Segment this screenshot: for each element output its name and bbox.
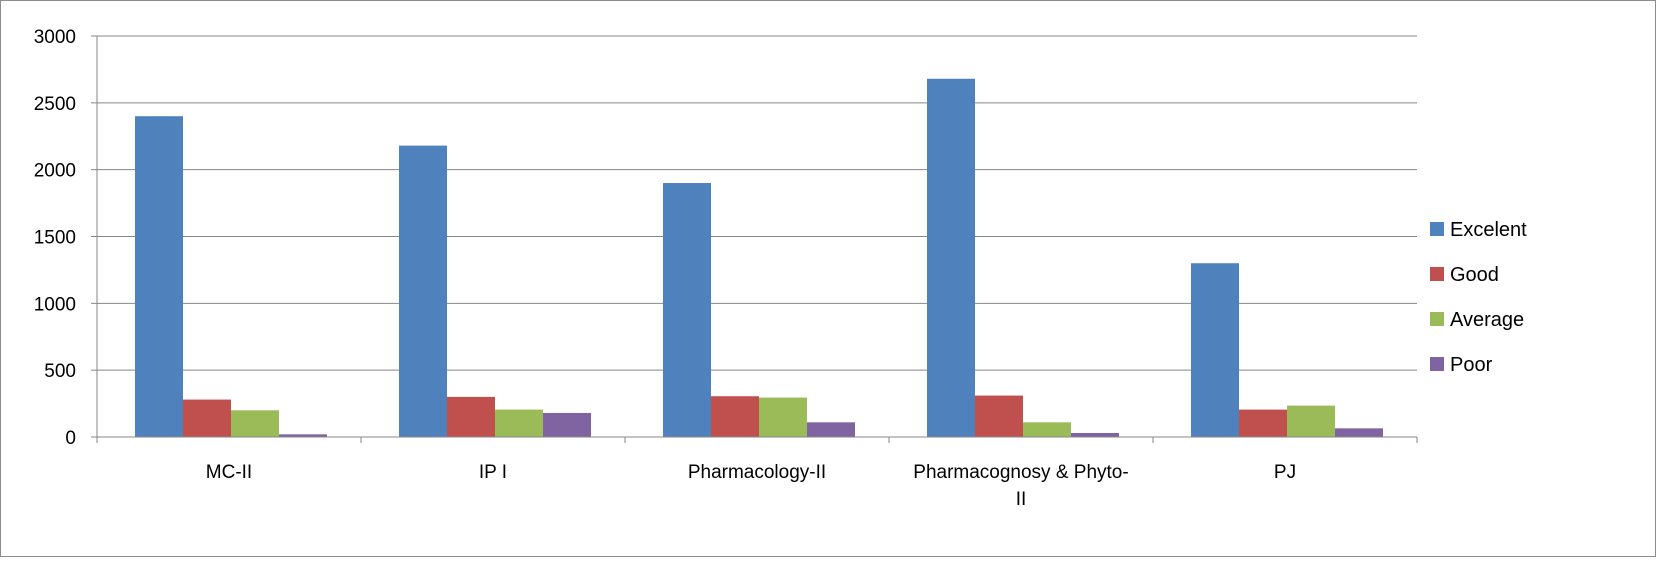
bar-average-2 [759,397,807,437]
bar-excelent-3 [927,78,975,438]
legend-label-excelent: Excelent [1450,219,1527,241]
legend-label-good: Good [1450,264,1499,286]
bar-excelent-4 [1191,263,1239,437]
bar-average-0 [231,410,279,437]
bar-average-4 [1287,405,1335,437]
bar-good-4 [1239,409,1287,437]
bar-good-1 [447,396,495,437]
bar-excelent-0 [135,116,183,437]
bar-poor-4 [1335,428,1383,437]
bar-good-0 [183,399,231,437]
legend-swatch-excelent [1430,222,1444,236]
bar-poor-0 [279,434,327,437]
bars [135,78,1383,438]
y-tick-label: 1000 [34,294,76,315]
legend-label-average: Average [1450,309,1524,331]
bar-excelent-2 [663,183,711,437]
y-tick-label: 0 [65,428,76,449]
y-tick-label: 1500 [34,228,76,249]
bar-average-3 [1023,422,1071,437]
bar-excelent-1 [399,145,447,437]
x-tick-label: Pharmacology-II [688,462,826,483]
x-tick-label: II [1016,489,1027,510]
x-tick-label: Pharmacognosy & Phyto- [913,462,1128,483]
legend-swatch-poor [1430,357,1444,371]
bar-poor-3 [1071,432,1119,437]
x-tick-label: MC-II [206,462,252,483]
y-axis-tick-labels: 0 500 1000 1500 2000 2500 3000 [34,27,76,449]
legend: Excelent Good Average Poor [1430,219,1527,376]
y-tick-label: 2000 [34,161,76,182]
axes [91,35,1418,443]
bar-good-2 [711,396,759,437]
legend-label-poor: Poor [1450,354,1493,376]
x-axis-tick-labels: MC-II IP I Pharmacology-II Pharmacognosy & … [206,462,1296,510]
legend-swatch-average [1430,312,1444,326]
y-tick-label: 500 [44,361,76,382]
x-tick-label: PJ [1274,462,1296,483]
bar-poor-1 [543,412,591,437]
x-tick-label: IP I [479,462,507,483]
legend-swatch-good [1430,267,1444,281]
y-tick-label: 3000 [34,27,76,48]
y-tick-label: 2500 [34,94,76,115]
bar-good-3 [975,395,1023,437]
bar-poor-2 [807,422,855,437]
bar-average-1 [495,409,543,437]
